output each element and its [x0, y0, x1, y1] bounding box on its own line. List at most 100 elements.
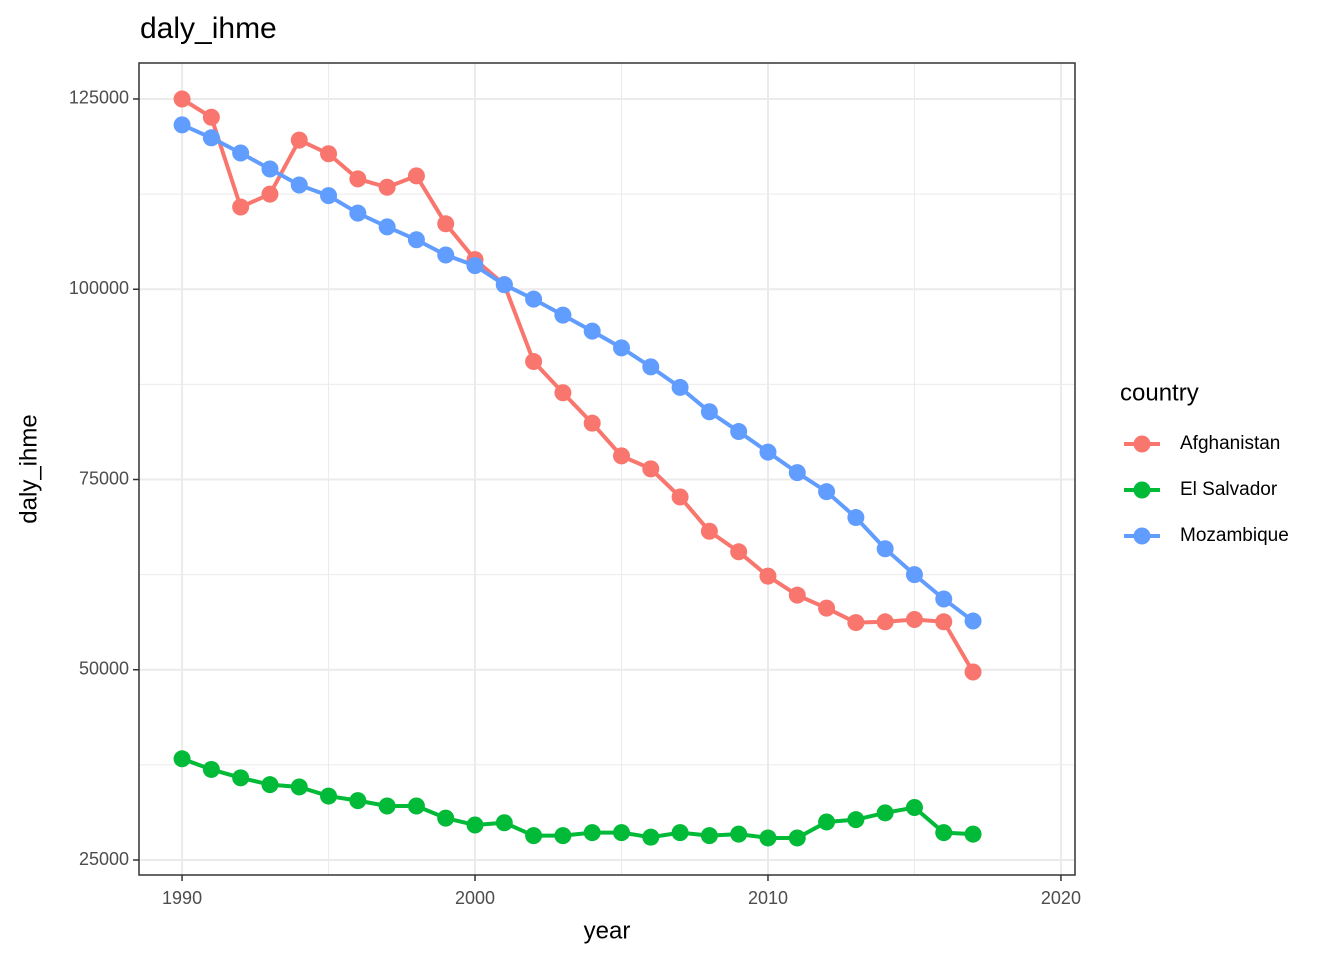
data-point — [173, 90, 191, 108]
data-point — [495, 814, 513, 832]
legend-key-point — [1133, 435, 1151, 453]
data-point — [759, 829, 777, 847]
data-point — [583, 322, 601, 340]
data-point — [613, 339, 631, 357]
data-point — [905, 798, 923, 816]
legend-label: Mozambique — [1180, 525, 1289, 546]
data-point — [320, 187, 338, 205]
series-line — [181, 123, 975, 623]
data-point — [349, 204, 367, 222]
data-point — [349, 170, 367, 188]
y-tick-label: 100000 — [69, 278, 129, 298]
data-point — [905, 566, 923, 584]
x-tick-label: 2000 — [455, 888, 495, 908]
data-point — [232, 769, 250, 787]
data-point — [261, 185, 279, 203]
plot-border — [138, 62, 1076, 876]
y-tick-label: 25000 — [79, 849, 129, 869]
data-point — [378, 797, 396, 815]
data-point — [964, 825, 982, 843]
data-point — [730, 423, 748, 441]
legend-label: Afghanistan — [1180, 433, 1280, 454]
data-point — [261, 776, 279, 794]
y-tick-label: 125000 — [69, 88, 129, 108]
data-point — [290, 131, 308, 149]
data-point — [642, 460, 660, 478]
data-point — [320, 787, 338, 805]
data-point — [407, 797, 425, 815]
data-point — [437, 215, 455, 233]
data-point — [232, 198, 250, 216]
data-point — [700, 827, 718, 845]
data-point — [613, 447, 631, 465]
data-point — [466, 816, 484, 834]
legend-key-point — [1133, 527, 1151, 545]
data-point — [173, 116, 191, 134]
data-point — [202, 129, 220, 147]
data-point — [290, 778, 308, 796]
data-point — [290, 176, 308, 194]
data-point — [788, 829, 806, 847]
data-point — [202, 108, 220, 126]
data-point — [847, 614, 865, 632]
data-point — [818, 483, 836, 501]
data-point — [583, 414, 601, 432]
data-point — [700, 403, 718, 421]
data-point — [525, 353, 543, 371]
legend-title: country — [1120, 379, 1199, 406]
data-point — [759, 567, 777, 585]
series-line — [181, 97, 975, 674]
data-point — [847, 509, 865, 527]
data-point — [437, 809, 455, 827]
data-point — [905, 611, 923, 629]
chart-title: daly_ihme — [140, 12, 277, 45]
data-point — [876, 613, 894, 631]
data-point — [554, 306, 572, 324]
data-point — [202, 760, 220, 778]
data-point — [818, 813, 836, 831]
data-point — [876, 804, 894, 822]
data-point — [935, 824, 953, 842]
data-point — [525, 290, 543, 308]
x-tick-label: 2010 — [748, 888, 788, 908]
data-point — [759, 443, 777, 461]
data-point — [525, 827, 543, 845]
y-axis-title: daly_ihme — [15, 414, 42, 523]
y-tick-label: 75000 — [79, 468, 129, 488]
data-point — [583, 824, 601, 842]
data-point — [261, 160, 279, 178]
series-line — [181, 756, 974, 840]
data-point — [964, 612, 982, 630]
data-point — [788, 586, 806, 604]
data-point — [935, 613, 953, 631]
data-point — [232, 144, 250, 162]
data-point — [730, 543, 748, 561]
data-point — [378, 178, 396, 196]
data-point — [935, 590, 953, 608]
data-point — [466, 257, 484, 275]
data-point — [964, 663, 982, 681]
data-point — [788, 464, 806, 482]
data-point — [700, 522, 718, 540]
data-point — [495, 276, 513, 294]
data-point — [320, 145, 338, 163]
data-point — [642, 358, 660, 376]
data-point — [173, 750, 191, 768]
data-point — [642, 828, 660, 846]
data-point — [437, 246, 455, 264]
data-point — [613, 824, 631, 842]
data-point — [876, 540, 894, 558]
legend-key-point — [1133, 481, 1151, 499]
data-point — [554, 384, 572, 402]
data-point — [378, 218, 396, 236]
data-point — [671, 488, 689, 506]
x-tick-label: 2020 — [1041, 888, 1081, 908]
data-point — [671, 378, 689, 396]
data-point — [407, 167, 425, 185]
legend-label: El Salvador — [1180, 479, 1278, 500]
data-point — [818, 599, 836, 617]
data-point — [847, 811, 865, 829]
data-point — [671, 824, 689, 842]
x-axis-title: year — [584, 917, 631, 944]
